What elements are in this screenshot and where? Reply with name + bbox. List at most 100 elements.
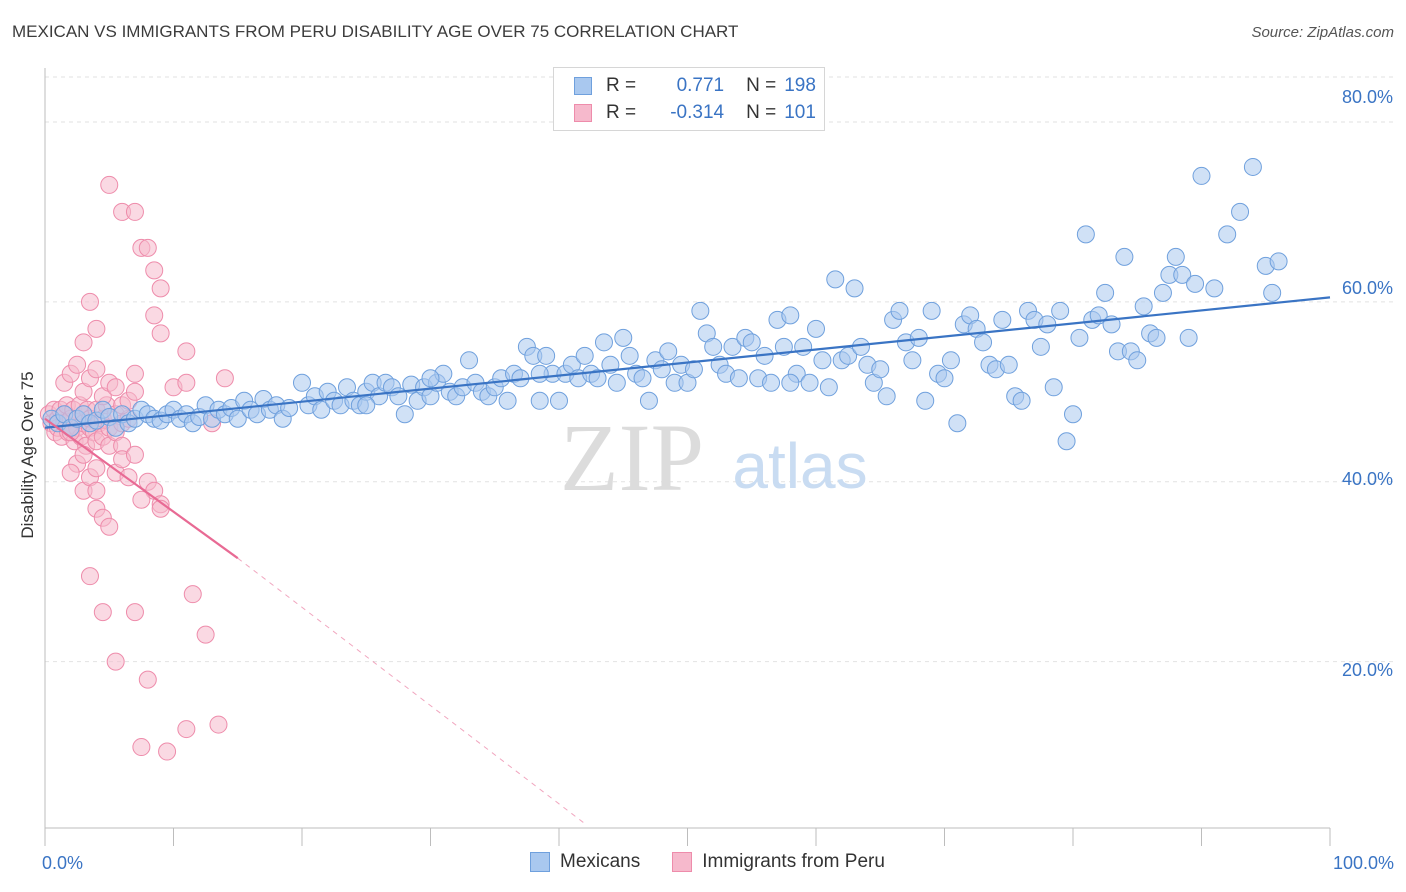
point-mexicans bbox=[228, 409, 247, 428]
y-tick-label: 40.0% bbox=[1341, 469, 1393, 489]
point-peru bbox=[158, 742, 177, 761]
point-mexicans bbox=[550, 391, 568, 410]
legend-swatch-mexicans bbox=[574, 77, 592, 95]
n-value: 101 bbox=[784, 102, 816, 123]
point-mexicans bbox=[948, 414, 967, 433]
point-mexicans bbox=[530, 364, 549, 383]
point-mexicans bbox=[1263, 283, 1282, 302]
trend-line-peru bbox=[44, 417, 239, 560]
point-mexicans bbox=[807, 319, 825, 338]
point-mexicans bbox=[922, 301, 941, 320]
point-mexicans bbox=[1231, 202, 1250, 221]
point-peru bbox=[151, 279, 170, 298]
point-mexicans bbox=[594, 333, 613, 352]
point-mexicans bbox=[935, 369, 954, 388]
point-mexicans bbox=[974, 333, 993, 352]
point-mexicans bbox=[1269, 252, 1288, 271]
point-peru bbox=[100, 517, 119, 536]
trend-line-peru-extrapolated bbox=[237, 557, 586, 824]
point-peru bbox=[177, 342, 196, 361]
point-mexicans bbox=[614, 328, 633, 347]
point-mexicans bbox=[1096, 283, 1115, 302]
watermark-zip: ZIP bbox=[560, 404, 704, 511]
point-peru bbox=[106, 378, 125, 397]
point-peru bbox=[177, 373, 196, 392]
point-mexicans bbox=[781, 373, 800, 392]
point-mexicans bbox=[813, 351, 832, 370]
point-mexicans bbox=[1179, 328, 1198, 347]
point-mexicans bbox=[877, 387, 896, 406]
point-peru bbox=[87, 319, 106, 338]
point-mexicans bbox=[723, 337, 742, 356]
legend-label-peru: Immigrants from Peru bbox=[702, 851, 885, 872]
point-mexicans bbox=[620, 346, 639, 365]
point-mexicans bbox=[639, 391, 658, 410]
watermark-atlas: atlas bbox=[732, 430, 867, 502]
point-mexicans bbox=[800, 373, 819, 392]
point-mexicans bbox=[762, 373, 781, 392]
point-mexicans bbox=[1070, 328, 1089, 347]
point-mexicans bbox=[498, 391, 517, 410]
legend-swatch-peru bbox=[574, 104, 592, 122]
point-peru bbox=[138, 670, 157, 689]
point-peru bbox=[145, 261, 164, 280]
point-peru bbox=[151, 324, 170, 343]
point-mexicans bbox=[607, 373, 626, 392]
point-peru bbox=[61, 463, 80, 482]
point-peru bbox=[100, 175, 119, 194]
point-mexicans bbox=[460, 351, 479, 370]
chart-title: MEXICAN VS IMMIGRANTS FROM PERU DISABILI… bbox=[12, 22, 739, 41]
point-mexicans bbox=[357, 396, 376, 415]
point-peru bbox=[80, 292, 99, 311]
point-mexicans bbox=[1051, 301, 1070, 320]
point-mexicans bbox=[781, 306, 800, 325]
point-mexicans bbox=[941, 351, 960, 370]
point-mexicans bbox=[1012, 391, 1031, 410]
point-mexicans bbox=[633, 369, 652, 388]
point-mexicans bbox=[742, 333, 761, 352]
point-mexicans bbox=[890, 301, 909, 320]
point-mexicans bbox=[293, 373, 311, 392]
stats-row-mexicans: R = 0.771 N = 198 bbox=[574, 72, 816, 100]
legend-item-peru[interactable]: Immigrants from Peru bbox=[672, 851, 885, 873]
r-label: R = bbox=[606, 75, 637, 96]
point-peru bbox=[125, 603, 144, 622]
point-peru bbox=[87, 360, 106, 379]
x-tick-label-min: 0.0% bbox=[42, 853, 84, 873]
legend-swatch-mexicans bbox=[530, 852, 550, 872]
point-peru bbox=[74, 333, 93, 352]
point-mexicans bbox=[652, 360, 671, 379]
point-mexicans bbox=[659, 342, 678, 361]
point-mexicans bbox=[871, 360, 890, 379]
point-mexicans bbox=[421, 369, 440, 388]
point-peru bbox=[125, 382, 144, 401]
point-mexicans bbox=[1057, 432, 1076, 451]
n-label: N = bbox=[746, 75, 777, 96]
r-value: 0.771 bbox=[676, 75, 725, 96]
point-peru bbox=[196, 625, 215, 644]
point-mexicans bbox=[1218, 225, 1237, 244]
legend-item-mexicans[interactable]: Mexicans bbox=[530, 851, 640, 873]
point-mexicans bbox=[729, 369, 748, 388]
n-value: 198 bbox=[784, 75, 816, 96]
r-label: R = bbox=[606, 102, 637, 123]
y-axis-label: Disability Age Over 75 bbox=[18, 371, 37, 539]
point-mexicans bbox=[1173, 265, 1192, 284]
trend-lines bbox=[44, 296, 1331, 824]
point-peru bbox=[145, 306, 164, 325]
point-peru bbox=[68, 355, 87, 374]
point-mexicans bbox=[691, 301, 710, 320]
y-tick-label: 20.0% bbox=[1341, 660, 1393, 680]
y-tick-label: 60.0% bbox=[1341, 278, 1393, 298]
point-mexicans bbox=[819, 378, 838, 397]
stats-legend: R = 0.771 N = 198 R = -0.314 N = 101 bbox=[553, 67, 825, 131]
point-peru bbox=[87, 481, 106, 500]
point-mexicans bbox=[1064, 405, 1082, 424]
point-mexicans bbox=[1128, 351, 1147, 370]
point-peru bbox=[74, 445, 93, 464]
point-peru bbox=[93, 603, 112, 622]
series-legend: Mexicans Immigrants from Peru bbox=[530, 851, 917, 873]
point-peru bbox=[106, 652, 125, 671]
point-mexicans bbox=[395, 405, 414, 424]
point-mexicans bbox=[903, 351, 922, 370]
